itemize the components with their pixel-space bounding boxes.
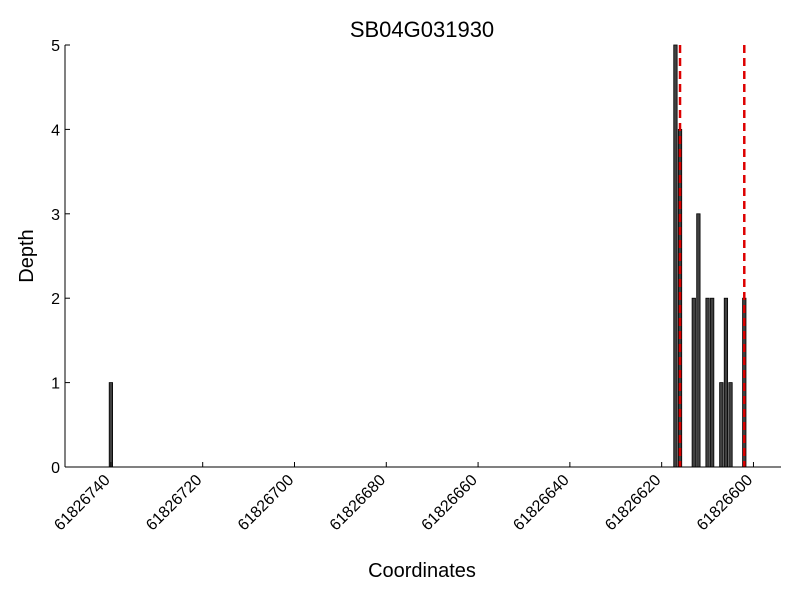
y-axis-label: Depth <box>16 229 38 282</box>
y-tick-label: 5 <box>51 38 60 55</box>
depth-bar <box>108 382 113 468</box>
x-ticks-layer: 61826740 61826720 61826700 61826680 61826660… <box>51 462 756 534</box>
depth-bar <box>728 382 733 468</box>
depth-bar <box>723 297 729 468</box>
y-tick-label: 4 <box>51 122 60 139</box>
depth-bar <box>673 44 678 468</box>
x-tick-label: 61826740 <box>51 472 113 534</box>
bars-layer <box>108 44 747 468</box>
reference-lines-layer <box>678 45 746 467</box>
x-tick-label: 61826680 <box>327 472 389 534</box>
y-ticks-layer: 0 1 2 3 4 5 <box>51 38 70 477</box>
depth-bar <box>705 297 710 468</box>
y-tick-label: 0 <box>51 460 60 477</box>
y-tick-label: 2 <box>51 291 60 308</box>
x-tick-label: 61826660 <box>419 472 481 534</box>
depth-bar <box>710 297 715 468</box>
y-tick-label: 1 <box>51 376 60 393</box>
depth-bar <box>696 213 701 468</box>
x-tick-label: 61826600 <box>694 472 756 534</box>
depth-bar <box>691 297 696 468</box>
chart-title: SB04G031930 <box>350 17 494 42</box>
depth-bar <box>719 382 724 468</box>
y-tick-label: 3 <box>51 207 60 224</box>
x-axis-label: Coordinates <box>368 560 476 582</box>
x-tick-label: 61826700 <box>235 472 297 534</box>
x-tick-label: 61826620 <box>602 472 664 534</box>
x-tick-label: 61826640 <box>510 472 572 534</box>
x-tick-label: 61826720 <box>143 472 205 534</box>
